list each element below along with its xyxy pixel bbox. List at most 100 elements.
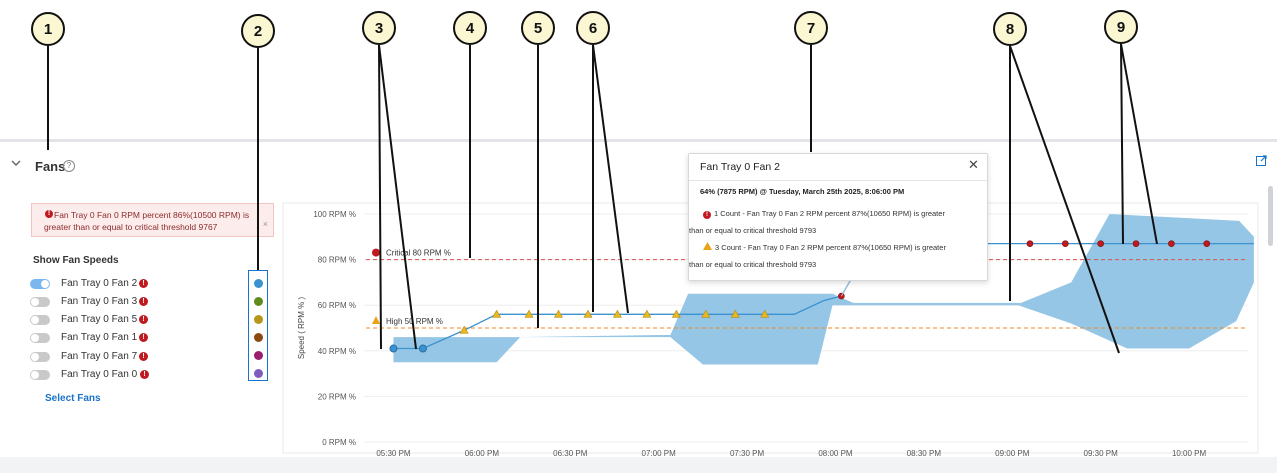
y-tick-label: 100 RPM % [313,210,356,219]
legend-color-dot [254,297,263,306]
fan-row: Fan Tray 0 Fan 7! [30,351,180,365]
x-tick-label: 07:00 PM [642,449,677,458]
warning-marker [730,309,740,318]
callout-badge: 2 [241,14,275,48]
legend-color-dot [254,315,263,324]
tooltip-headline: 64% (7875 RPM) @ Tuesday, March 25th 202… [700,187,905,196]
fan-toggle[interactable] [30,315,50,325]
fan-toggle[interactable] [30,333,50,343]
tooltip-line-warning: 3 Count - Fan Tray 0 Fan 2 RPM percent 8… [689,239,978,273]
x-tick-label: 09:00 PM [995,449,1030,458]
critical-marker [1097,240,1104,247]
critical-alert-banner: Fan Tray 0 Fan 0 RPM percent 86%(10500 R… [31,203,274,237]
warning-marker [760,309,770,318]
critical-alert-icon: ! [45,210,53,218]
tooltip-line-text: 3 Count - Fan Tray 0 Fan 2 RPM percent 8… [715,243,946,252]
tooltip-divider [689,180,987,181]
bottom-band [0,457,1277,473]
vertical-scrollbar[interactable] [1268,186,1273,246]
tooltip-close-button[interactable]: ✕ [968,157,979,172]
y-tick-label: 40 RPM % [318,347,356,356]
callout-badge: 1 [31,12,65,46]
section-title: Fans [35,159,66,174]
y-tick-label: 60 RPM % [318,301,356,310]
fan-toggle[interactable] [30,352,50,362]
fan-label: Fan Tray 0 Fan 5 [61,314,138,325]
data-point [418,344,427,353]
warning-marker [671,309,681,318]
y-axis-label: Speed ( RPM % ) [297,297,306,360]
tooltip-line-text: 1 Count - Fan Tray 0 Fan 2 RPM percent 8… [714,209,945,218]
critical-icon: ! [703,211,711,219]
critical-marker [1132,240,1140,247]
x-tick-label: 09:30 PM [1084,449,1119,458]
fan-toggle[interactable] [30,370,50,380]
warning-threshold-label: High 50 RPM % [386,317,443,326]
fan-row: Fan Tray 0 Fan 5! [30,314,180,328]
x-tick-label: 07:30 PM [730,449,765,458]
x-tick-label: 05:30 PM [376,449,411,458]
legend-color-dot [254,279,263,288]
critical-status-icon: ! [139,333,148,342]
fan-row: Fan Tray 0 Fan 1! [30,332,180,346]
x-tick-label: 08:00 PM [818,449,853,458]
legend-color-dot [254,351,263,360]
fan-row: Fan Tray 0 Fan 3! [30,296,180,310]
tooltip-title: Fan Tray 0 Fan 2 [700,161,780,173]
callout-badge: 5 [521,11,555,45]
tooltip-line-text-2: than or equal to critical threshold 9793 [689,226,817,235]
critical-status-icon: ! [140,370,149,379]
callout-badge: 6 [576,11,610,45]
warning-icon [703,242,712,250]
fan-toggle[interactable] [30,297,50,307]
x-tick-label: 08:30 PM [907,449,942,458]
chart-tooltip: Fan Tray 0 Fan 2 ✕ 64% (7875 RPM) @ Tues… [688,153,988,281]
warning-marker [459,325,469,334]
fan-label: Fan Tray 0 Fan 2 [61,278,138,289]
callout-badge: 9 [1104,10,1138,44]
critical-marker [1062,240,1069,247]
critical-status-icon: ! [139,352,148,361]
alert-close-button[interactable]: × [262,219,268,229]
callout-badge: 8 [993,12,1027,46]
help-circle-icon[interactable]: ? [63,160,75,172]
alert-text: Fan Tray 0 Fan 0 RPM percent 86%(10500 R… [44,210,250,232]
critical-threshold-icon [372,248,380,257]
warning-marker [642,309,652,318]
external-link-icon[interactable] [1256,153,1267,166]
toggle-knob [31,371,39,379]
toggle-knob [31,334,39,342]
fan-label: Fan Tray 0 Fan 1 [61,332,138,343]
show-fan-speeds-label: Show Fan Speeds [33,255,119,266]
tooltip-line-text-2: than or equal to critical threshold 9793 [689,260,817,269]
warning-marker [524,309,534,318]
top-divider [0,139,1277,142]
callout-badge: 4 [453,11,487,45]
fan-color-legend [248,270,268,381]
toggle-knob [31,353,39,361]
callout-badge: 3 [362,11,396,45]
callout-badge: 7 [794,11,828,45]
warning-marker [553,309,563,318]
chevron-down-icon[interactable] [10,157,22,169]
warning-marker [583,309,593,318]
x-tick-label: 10:00 PM [1172,449,1207,458]
critical-status-icon: ! [139,315,148,324]
fan-row: Fan Tray 0 Fan 2! [30,278,180,292]
critical-status-icon: ! [139,297,148,306]
critical-status-icon: ! [139,279,148,288]
warning-marker [701,309,711,318]
warning-marker [612,309,622,318]
fan-label: Fan Tray 0 Fan 0 [61,369,138,380]
toggle-knob [31,316,39,324]
toggle-knob [41,280,49,288]
x-tick-label: 06:00 PM [465,449,500,458]
fan-row: Fan Tray 0 Fan 0! [30,369,180,383]
select-fans-link[interactable]: Select Fans [45,393,101,404]
fan-toggle[interactable] [30,279,50,289]
y-tick-label: 20 RPM % [318,392,356,401]
x-tick-label: 06:30 PM [553,449,588,458]
critical-marker [1203,240,1211,247]
critical-marker [1168,240,1175,247]
tooltip-line-critical: ! 1 Count - Fan Tray 0 Fan 2 RPM percent … [689,205,978,239]
